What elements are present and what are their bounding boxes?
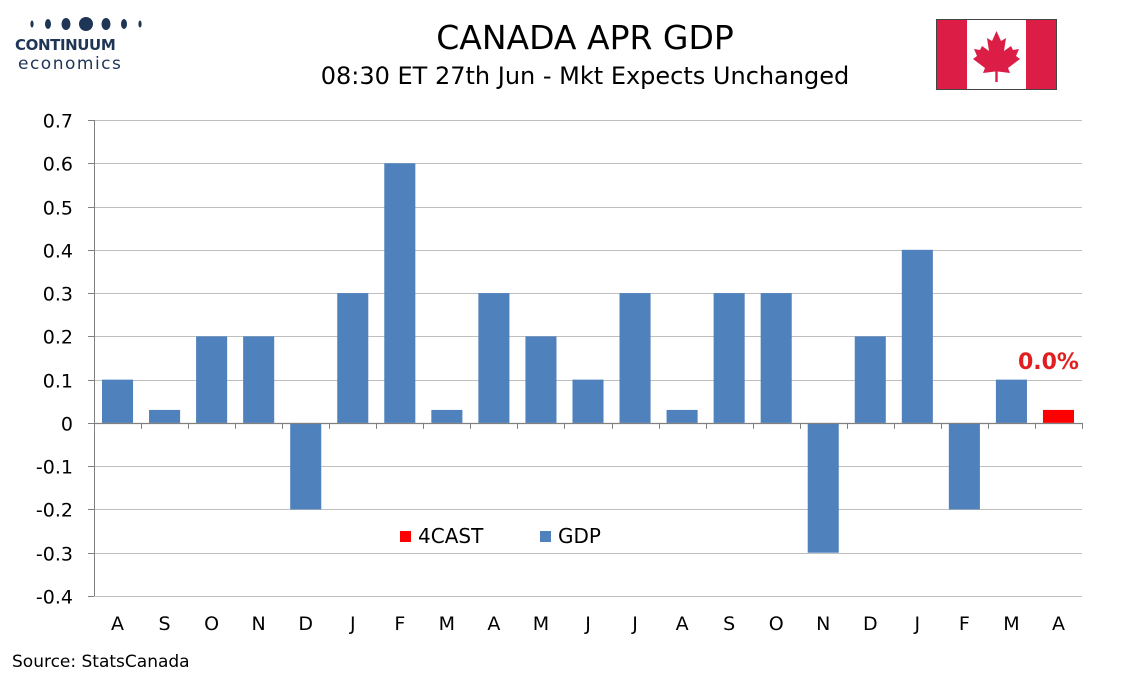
x-tick-label: A [1052, 613, 1065, 635]
forecast-annotation: 0.0% [1018, 350, 1079, 375]
logo-name: CONTINUUM [15, 36, 116, 54]
legend-label-4cast: 4CAST [418, 524, 484, 548]
y-tick-label: 0.7 [43, 111, 73, 133]
gdp-bar [384, 163, 416, 423]
gdp-bar [948, 422, 980, 510]
chart-subtitle: 08:30 ET 27th Jun - Mkt Expects Unchange… [320, 62, 850, 90]
gdp-bar [243, 336, 275, 423]
x-tick-label: D [863, 613, 878, 635]
gdp-bar [760, 293, 792, 423]
y-tick-label: -0.1 [36, 457, 73, 479]
gdp-bar [807, 422, 839, 553]
x-tick-label: J [584, 613, 591, 635]
y-tick-label: 0.2 [43, 327, 73, 349]
gdp-bar [854, 336, 886, 423]
y-tick-label: 0.5 [43, 198, 73, 220]
legend-item-4cast: 4CAST [400, 524, 483, 548]
source-note: Source: StatsCanada [12, 652, 190, 672]
y-tick-label: 0.6 [43, 154, 73, 176]
x-tick-label: F [394, 613, 405, 635]
forecast-bar [1042, 409, 1075, 423]
y-tick-label: 0.1 [43, 371, 73, 393]
x-tick-label: F [959, 613, 970, 635]
gdp-bar [666, 409, 698, 423]
legend-label-gdp: GDP [558, 524, 601, 548]
x-tick-label: J [349, 613, 356, 635]
x-tick-label: N [252, 613, 266, 635]
x-tick-label: A [111, 613, 124, 635]
gdp-bar [619, 293, 651, 423]
gdp-bar [995, 379, 1027, 423]
gdp-bar [149, 409, 181, 423]
y-tick-label: -0.2 [36, 500, 73, 522]
x-tick-label: N [816, 613, 830, 635]
logo-subtitle: economics [18, 54, 123, 74]
legend-swatch-gdp [540, 530, 551, 542]
x-tick-label: A [487, 613, 500, 635]
x-tick-label: J [631, 613, 638, 635]
x-tick-label: O [769, 613, 784, 635]
x-tick-label: M [533, 613, 549, 635]
gdp-bar [101, 379, 134, 423]
chart-title: CANADA APR GDP [436, 18, 734, 57]
gdp-bar [525, 336, 557, 423]
x-tick-label: M [1003, 613, 1019, 635]
y-tick-label: -0.3 [36, 544, 73, 566]
gdp-bar [713, 293, 745, 423]
x-tick-label: O [204, 613, 219, 635]
logo-dots-icon [30, 17, 142, 31]
x-tick-label: A [676, 613, 689, 635]
x-tick-label: J [914, 613, 921, 635]
x-tick-label: D [298, 613, 313, 635]
y-tick-label: 0.4 [43, 241, 73, 263]
x-tick-label: S [723, 613, 735, 635]
legend-item-gdp: GDP [540, 524, 601, 548]
y-tick-label: 0.3 [43, 284, 73, 306]
gdp-bar [478, 293, 510, 423]
gdp-bar [431, 409, 463, 423]
gdp-bar [196, 336, 228, 423]
gdp-bar [901, 249, 933, 423]
x-tick-label: M [439, 613, 455, 635]
canada-flag-icon [936, 19, 1057, 90]
y-tick-label: -0.4 [36, 587, 73, 609]
gdp-bar [337, 293, 369, 423]
y-tick-label: 0 [61, 414, 73, 436]
gdp-bar [290, 422, 322, 510]
x-tick-label: S [159, 613, 171, 635]
legend-swatch-4cast [400, 530, 411, 542]
gdp-bar [572, 379, 604, 423]
